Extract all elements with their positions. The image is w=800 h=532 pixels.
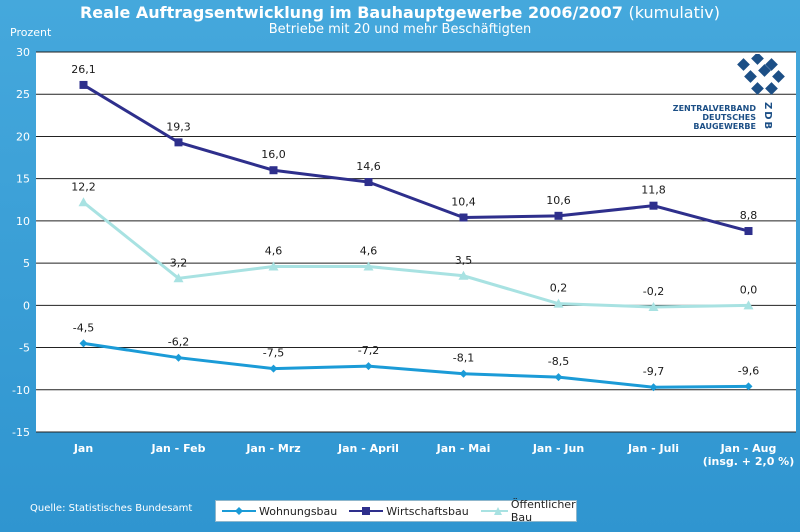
data-label: 4,6 — [360, 244, 378, 257]
data-label: 16,0 — [261, 148, 286, 161]
legend-square-marker-icon — [349, 507, 384, 515]
data-label: 3,2 — [170, 256, 188, 269]
y-tick-label: 30 — [16, 46, 30, 59]
legend-label-wohnungsbau: Wohnungsbau — [259, 504, 338, 518]
data-label: -7,5 — [263, 347, 284, 360]
legend-label-oeffentlicher-bau: Öffentlicher Bau — [510, 498, 576, 524]
data-label: -8,5 — [548, 355, 569, 368]
data-point-triangle — [458, 270, 469, 280]
data-point-triangle — [553, 298, 564, 308]
data-point-diamond — [744, 382, 753, 391]
data-point-diamond — [79, 339, 88, 348]
y-tick-label: 10 — [16, 215, 30, 228]
zdb-logo: ZENTRALVERBAND DEUTSCHES BAUGEWERBE — [673, 54, 788, 134]
x-tick-label: Jan - Jun — [532, 442, 584, 455]
data-point-triangle — [268, 261, 279, 271]
data-label: 12,2 — [71, 180, 96, 193]
chart-title: Reale Auftragsentwicklung im Bauhauptgew… — [0, 3, 800, 22]
data-point-triangle — [648, 302, 659, 312]
data-point-diamond — [364, 362, 373, 371]
data-point-square — [649, 201, 658, 210]
data-label: -4,5 — [73, 321, 94, 334]
x-tick-label: Jan - Mrz — [245, 442, 300, 455]
data-label: -7,2 — [358, 344, 379, 357]
logo-line-2: DEUTSCHES — [702, 113, 756, 122]
y-tick-label: -15 — [12, 426, 30, 439]
data-point-square — [364, 178, 373, 187]
data-label: 0,2 — [550, 282, 568, 295]
data-point-diamond — [174, 353, 183, 362]
chart-title-suffix: (kumulativ) — [628, 3, 721, 22]
y-axis-label: Prozent — [10, 26, 52, 39]
y-tick-label: -10 — [12, 384, 30, 397]
y-tick-label: 0 — [23, 299, 30, 312]
x-tick-label: Jan - Feb — [151, 442, 206, 455]
data-label: 3,5 — [455, 254, 473, 267]
data-label: 0,0 — [740, 283, 758, 296]
data-point-square — [554, 211, 563, 220]
chart-subtitle: Betriebe mit 20 und mehr Beschäftigten — [268, 22, 532, 37]
x-tick-label: Jan - Aug — [720, 442, 777, 455]
data-label: -0,2 — [643, 285, 664, 298]
y-tick-label: 5 — [23, 257, 30, 270]
data-label: 8,8 — [740, 209, 758, 222]
y-tick-label: -5 — [19, 342, 30, 355]
legend-item-wohnungsbau: Wohnungsbau — [222, 505, 337, 518]
data-point-diamond — [649, 383, 658, 392]
source-note: Quelle: Statistisches Bundesamt — [30, 503, 193, 514]
data-label: 26,1 — [71, 63, 96, 76]
data-point-triangle — [743, 300, 754, 310]
data-point-diamond — [459, 369, 468, 378]
zdb-logo-cubes-icon — [737, 54, 785, 95]
chart-title-main: Reale Auftragsentwicklung im Bauhauptgew… — [79, 3, 623, 22]
data-point-triangle — [78, 197, 89, 207]
data-point-diamond — [554, 373, 563, 382]
data-label: -9,6 — [738, 364, 759, 377]
x-tick-label: Jan — [73, 442, 93, 455]
logo-abbr: ZDB — [762, 102, 773, 132]
data-label: -9,7 — [643, 365, 664, 378]
legend-diamond-marker-icon — [222, 507, 256, 515]
data-point-square — [459, 213, 468, 222]
x-tick-note: (insg. + 2,0 %) — [703, 455, 794, 468]
legend-label-wirtschaftsbau: Wirtschaftsbau — [386, 504, 469, 518]
data-label: -6,2 — [168, 336, 189, 349]
y-tick-label: 15 — [16, 173, 30, 186]
data-label: 10,4 — [451, 196, 476, 209]
legend-item-oeffentlicher-bau: Öffentlicher Bau — [480, 498, 583, 524]
data-label: 14,6 — [356, 160, 381, 173]
logo-line-1: ZENTRALVERBAND — [672, 104, 756, 113]
data-label: 19,3 — [166, 120, 191, 133]
x-tick-label: Jan - Mai — [436, 442, 491, 455]
legend-triangle-marker-icon — [480, 507, 508, 515]
x-tick-label: Jan - April — [337, 442, 399, 455]
data-label: 4,6 — [265, 244, 283, 257]
y-tick-label: 25 — [16, 88, 30, 101]
series-line-0 — [83, 341, 749, 389]
data-point-square — [269, 166, 278, 175]
chart-legend: Wohnungsbau Wirtschaftsbau Öffentlicher … — [215, 498, 577, 524]
data-point-square — [79, 80, 88, 89]
data-point-square — [174, 138, 183, 147]
series-line-1 — [82, 83, 749, 233]
data-label: -8,1 — [453, 352, 474, 365]
y-tick-label: 20 — [16, 130, 30, 143]
data-point-triangle — [363, 261, 374, 271]
logo-line-3: BAUGEWERBE — [693, 122, 756, 131]
data-point-square — [744, 227, 753, 236]
x-tick-label: Jan - Juli — [627, 442, 679, 455]
series-line-2 — [82, 201, 749, 309]
data-label: 10,6 — [546, 194, 571, 207]
data-label: 11,8 — [641, 184, 666, 197]
legend-item-wirtschaftsbau: Wirtschaftsbau — [349, 504, 469, 518]
data-point-triangle — [173, 273, 184, 283]
data-point-diamond — [269, 364, 278, 373]
